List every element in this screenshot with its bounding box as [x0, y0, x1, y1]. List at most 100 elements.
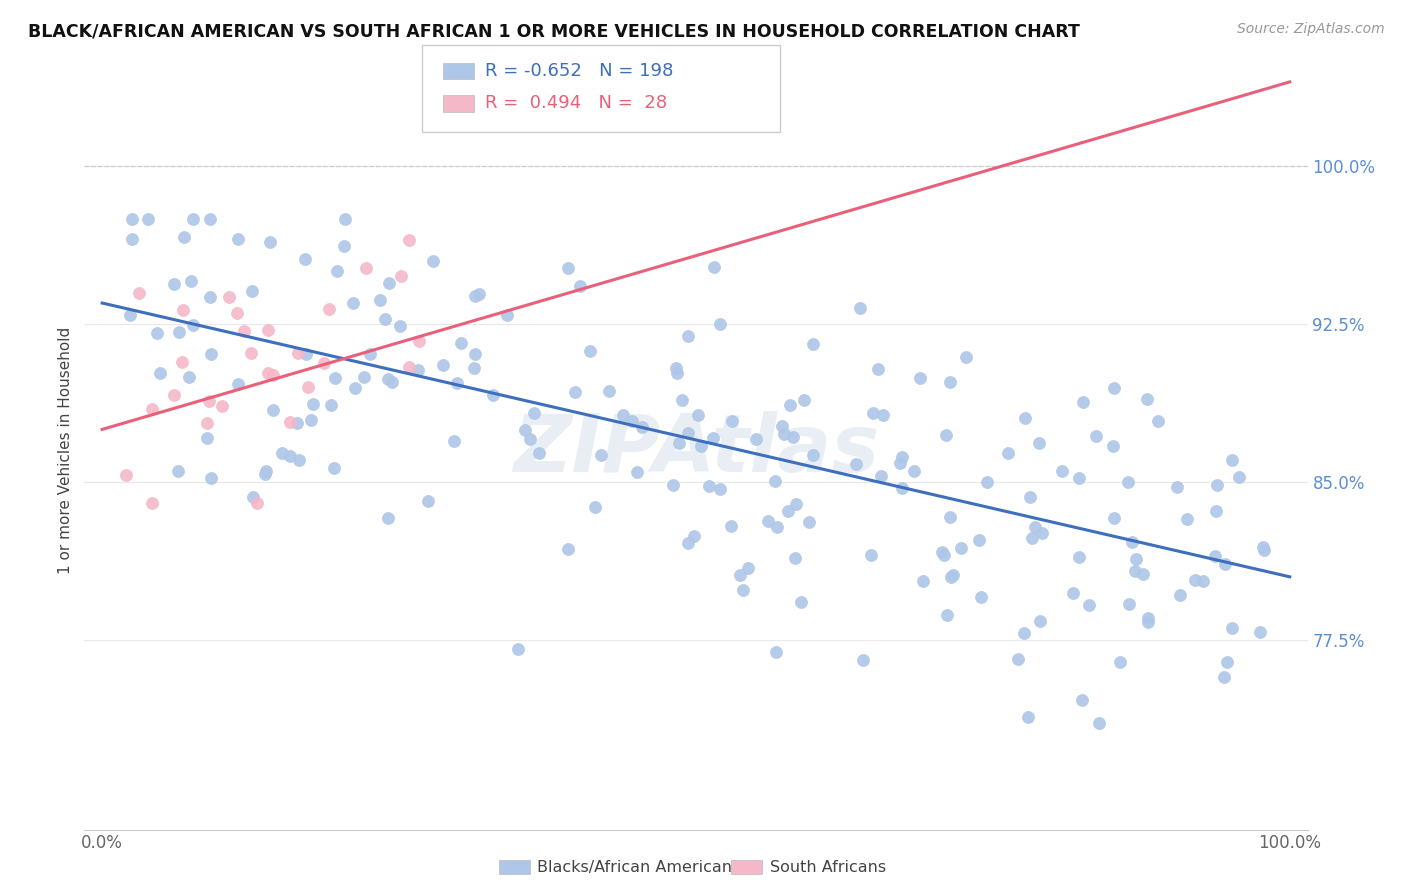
Point — [262, 402, 284, 417]
Point — [200, 471, 222, 485]
Point — [177, 369, 200, 384]
Point — [1213, 558, 1236, 572]
Point — [872, 409, 894, 423]
Point — [257, 367, 280, 381]
Point — [931, 545, 953, 559]
Point — [380, 376, 402, 390]
Point — [763, 474, 786, 488]
Point — [1192, 574, 1215, 589]
Point — [181, 318, 204, 332]
Point — [1007, 652, 1029, 666]
Point — [463, 361, 485, 376]
Point — [259, 235, 281, 250]
Point — [1205, 503, 1227, 517]
Point — [1249, 625, 1271, 640]
Point — [377, 372, 399, 386]
Point — [1116, 475, 1139, 489]
Point — [793, 393, 815, 408]
Point — [240, 285, 263, 299]
Point — [1253, 543, 1275, 558]
Point — [344, 381, 367, 395]
Point — [398, 233, 420, 247]
Point — [557, 542, 579, 557]
Point — [801, 448, 824, 462]
Point — [890, 481, 912, 495]
Point — [443, 434, 465, 448]
Point — [148, 367, 170, 381]
Point — [288, 453, 311, 467]
Point — [406, 363, 429, 377]
Point — [779, 398, 801, 412]
Text: Blacks/African Americans: Blacks/African Americans — [537, 860, 741, 874]
Point — [422, 253, 444, 268]
Point — [333, 239, 356, 253]
Point — [233, 324, 256, 338]
Point — [278, 450, 301, 464]
Point — [697, 479, 720, 493]
Point — [262, 368, 284, 383]
Point — [450, 336, 472, 351]
Point — [911, 574, 934, 588]
Point — [200, 290, 222, 304]
Point — [969, 533, 991, 548]
Point — [515, 423, 537, 437]
Point — [1029, 615, 1052, 629]
Point — [294, 252, 316, 266]
Point — [745, 432, 768, 446]
Point — [1069, 471, 1091, 485]
Point — [1204, 549, 1226, 563]
Point — [1028, 435, 1050, 450]
Point — [226, 376, 249, 391]
Point — [773, 426, 796, 441]
Point — [910, 371, 932, 385]
Point — [342, 296, 364, 310]
Point — [1102, 439, 1125, 453]
Point — [939, 509, 962, 524]
Point — [1184, 573, 1206, 587]
Point — [246, 496, 269, 510]
Point — [765, 645, 787, 659]
Point — [170, 355, 193, 369]
Point — [942, 567, 965, 582]
Point — [676, 425, 699, 440]
Point — [568, 279, 591, 293]
Point — [903, 464, 925, 478]
Point — [519, 432, 541, 446]
Text: BLACK/AFRICAN AMERICAN VS SOUTH AFRICAN 1 OR MORE VEHICLES IN HOUSEHOLD CORRELAT: BLACK/AFRICAN AMERICAN VS SOUTH AFRICAN … — [28, 22, 1080, 40]
Point — [703, 260, 725, 275]
Point — [389, 268, 412, 283]
Point — [242, 490, 264, 504]
Point — [128, 286, 150, 301]
Point — [523, 406, 546, 420]
Point — [598, 384, 620, 398]
Point — [1019, 491, 1042, 505]
Point — [146, 326, 169, 340]
Point — [1121, 535, 1143, 549]
Point — [1125, 552, 1147, 566]
Point — [388, 318, 411, 333]
Point — [682, 529, 704, 543]
Point — [1021, 531, 1043, 545]
Point — [287, 345, 309, 359]
Point — [1078, 598, 1101, 612]
Point — [496, 308, 519, 322]
Point — [1136, 615, 1159, 630]
Point — [1147, 414, 1170, 428]
Point — [446, 376, 468, 390]
Point — [1031, 526, 1053, 541]
Point — [368, 293, 391, 307]
Point — [955, 351, 977, 365]
Point — [785, 498, 807, 512]
Point — [690, 439, 713, 453]
Point — [970, 590, 993, 604]
Point — [859, 549, 882, 563]
Point — [1132, 566, 1154, 581]
Text: R = -0.652   N = 198: R = -0.652 N = 198 — [485, 62, 673, 80]
Point — [1206, 477, 1229, 491]
Point — [1014, 411, 1036, 425]
Point — [527, 446, 550, 460]
Point — [322, 461, 344, 475]
Point — [226, 232, 249, 246]
Point — [257, 323, 280, 337]
Point — [294, 347, 316, 361]
